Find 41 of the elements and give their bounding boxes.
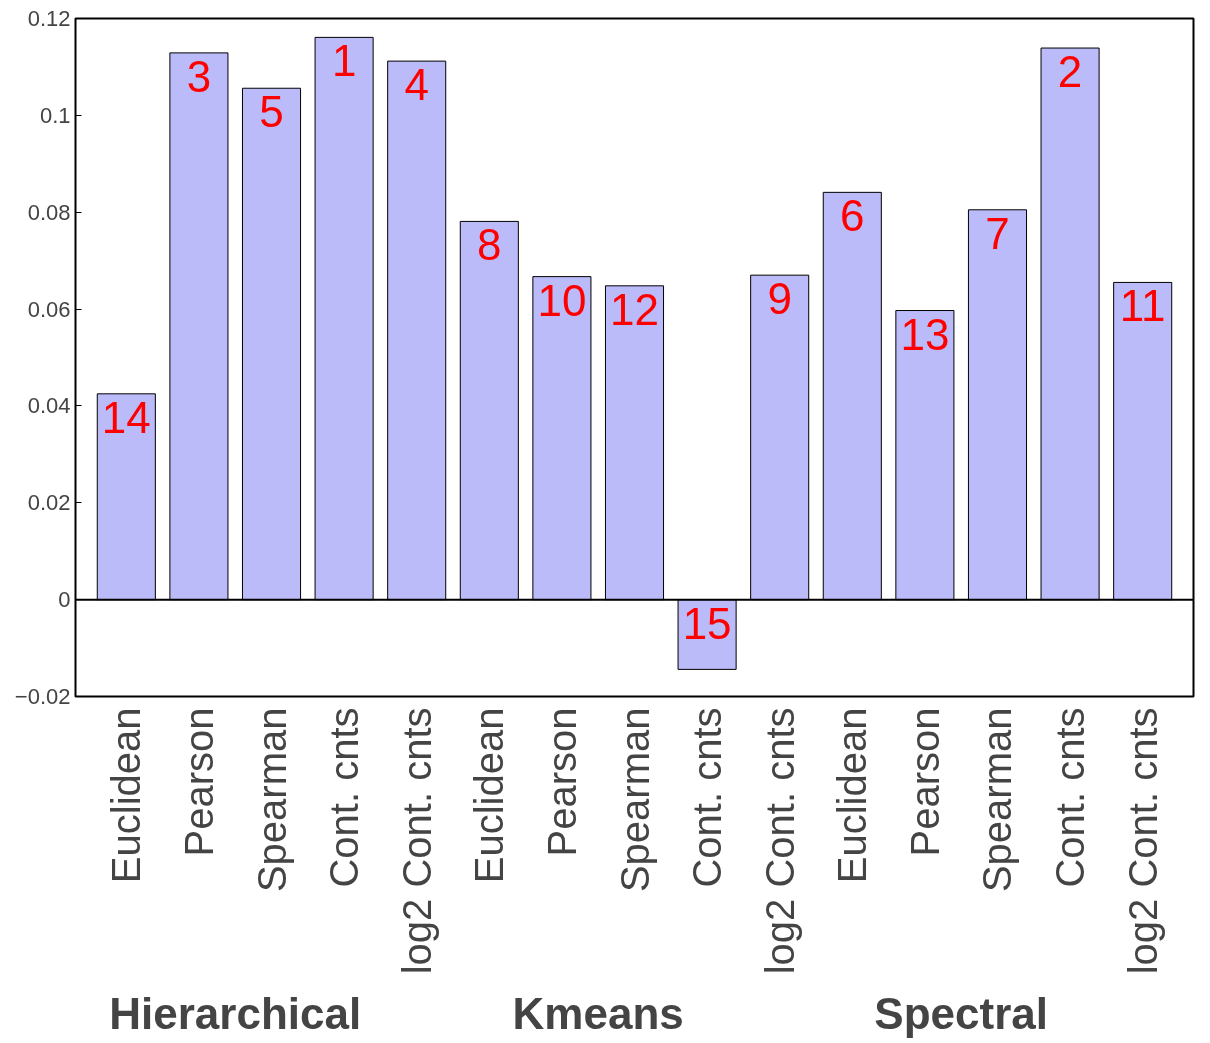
annotation: 15 [682,598,732,648]
x-tick-label: Cont. cnts [1048,707,1093,888]
x-tick-label: Euclidean [104,707,149,884]
annotation: 2 [1057,47,1083,97]
x-tick-label: log2 Cont. cnts [1120,707,1165,975]
x-tick-label: Pearson [902,707,947,857]
annotation: 10 [537,275,587,325]
x-tick-label: Cont. cnts [685,707,730,888]
y-tick-label: 0.04 [27,393,71,419]
x-tick-label: Pearson [176,707,221,857]
text: Kmeans [512,988,684,1038]
x-tick-label: log2 Cont. cnts [757,707,802,975]
x-tick-label: Spearman [612,707,657,893]
y-tick-label: 0.12 [27,6,71,31]
annotation: 3 [186,51,212,101]
annotation: 9 [767,274,792,324]
x-tick-label: log2 Cont. cnts [394,707,439,975]
y-tick-label: 0 [58,587,71,613]
text: Spectral [874,988,1049,1038]
x-tick-label: Pearson [539,707,584,857]
annotation: 5 [259,87,284,137]
y-tick-label: 0.02 [27,490,71,516]
annotation: 1 [331,36,357,86]
x-tick-label: Spearman [975,707,1020,893]
annotation: 7 [985,208,1010,258]
y-tick-label: −0.02 [14,684,71,709]
y-tick-label: 0.06 [27,296,71,322]
annotation: 13 [900,309,950,359]
y-tick-label: 0.08 [27,199,71,225]
annotation: 6 [840,191,865,241]
y-tick-label: 0.1 [39,102,71,128]
annotation: 11 [1119,281,1166,331]
annotation: 8 [477,220,502,270]
x-tick-label: Cont. cnts [322,707,367,888]
annotation: 12 [610,284,659,334]
x-tick-label: Euclidean [467,707,512,884]
x-tick-label: Euclidean [830,707,875,884]
annotation: 14 [101,392,151,442]
x-tick-label: Spearman [249,707,294,893]
text: Hierarchical [109,988,362,1038]
annotation: 4 [404,60,429,110]
